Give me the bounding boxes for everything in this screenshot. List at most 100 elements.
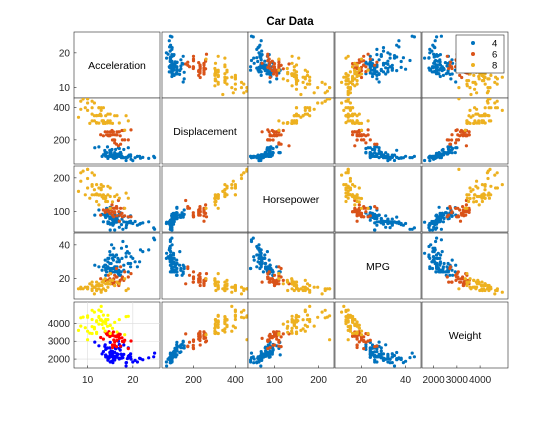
point-series-8 [340,173,344,177]
point-series-6 [279,142,283,146]
point-series-6 [368,138,372,142]
point-series-4 [366,146,370,150]
point-series-8 [357,186,361,190]
point-series-6 [279,275,283,279]
point-series-6 [459,277,463,281]
point-series-8 [233,186,237,190]
point-series-8 [483,196,487,200]
point-series-8 [290,287,294,291]
point-series-4 [448,273,452,277]
point-series-4 [165,364,169,368]
point-series-6 [281,278,285,282]
point-series-4 [141,250,145,254]
point-series-4 [455,146,459,150]
point-series-8 [79,179,83,183]
point-series-8 [348,80,352,84]
point-series-8 [216,68,220,72]
point-series-8 [483,106,487,110]
point-series-8 [101,326,105,330]
point-series-8 [225,186,229,190]
point-series-6 [461,205,465,209]
point-series-8 [305,282,310,286]
point-series-8 [233,314,237,319]
panel-frame [161,97,249,165]
point-series-4 [173,265,177,269]
point-series-4 [264,354,268,358]
point-series-8 [476,186,480,190]
point-series-4 [103,148,107,153]
point-series-6 [120,277,124,281]
point-series-4 [124,223,129,227]
point-series-6 [375,344,379,348]
point-series-6 [375,206,379,210]
point-series-6 [111,206,115,210]
point-series-8 [312,324,316,328]
point-series-8 [344,309,348,314]
point-series-8 [357,68,361,72]
point-series-4 [127,153,131,157]
point-series-4 [449,77,453,81]
point-series-4 [379,69,383,73]
point-series-6 [184,332,188,336]
point-series-8 [106,285,110,289]
point-series-4 [264,154,268,158]
point-series-8 [355,70,359,74]
point-series-4 [125,357,129,361]
point-series-8 [486,176,490,181]
point-series-6 [448,142,453,146]
point-series-8 [286,330,290,334]
point-series-8 [90,106,94,110]
point-series-4 [390,352,394,356]
point-series-8 [297,315,301,319]
point-series-8 [100,119,104,123]
point-series-8 [290,282,294,286]
point-series-4 [169,250,173,254]
point-series-8 [312,91,316,95]
point-series-4 [399,357,403,362]
point-series-8 [323,82,327,86]
point-series-6 [353,130,357,134]
point-series-4 [105,270,109,274]
point-series-8 [355,82,359,86]
point-series-8 [308,75,312,79]
point-series-4 [153,351,157,355]
point-series-6 [101,208,105,212]
point-series-4 [147,220,151,224]
point-series-4 [249,68,253,72]
point-series-4 [107,356,111,360]
point-series-4 [181,62,185,66]
point-series-8 [99,106,103,110]
point-series-8 [216,272,220,276]
point-series-8 [469,92,473,97]
point-series-6 [270,59,274,63]
point-series-4 [121,156,125,160]
point-series-4 [104,273,108,277]
point-series-4 [173,60,177,64]
point-series-4 [445,152,449,156]
x-tick-label: 2000 [422,375,445,386]
point-series-8 [90,112,94,116]
point-series-8 [308,106,312,110]
point-series-6 [455,215,459,219]
point-series-8 [286,79,290,83]
point-series-4 [397,39,401,43]
chart-title: Car Data [266,16,314,28]
point-series-8 [216,325,220,329]
point-series-8 [290,73,294,77]
point-series-6 [362,205,366,209]
point-series-8 [357,323,361,327]
point-series-6 [455,128,459,132]
point-series-8 [344,191,348,195]
point-series-4 [412,35,416,39]
point-series-8 [223,330,227,334]
point-series-6 [368,214,372,218]
point-series-4 [386,218,390,222]
point-series-6 [110,345,115,350]
point-series-8 [305,73,310,77]
point-series-4 [255,253,259,257]
point-series-4 [175,349,179,353]
point-series-8 [88,196,92,200]
point-series-6 [266,339,270,343]
point-series-4 [386,59,390,63]
point-series-4 [267,258,271,262]
